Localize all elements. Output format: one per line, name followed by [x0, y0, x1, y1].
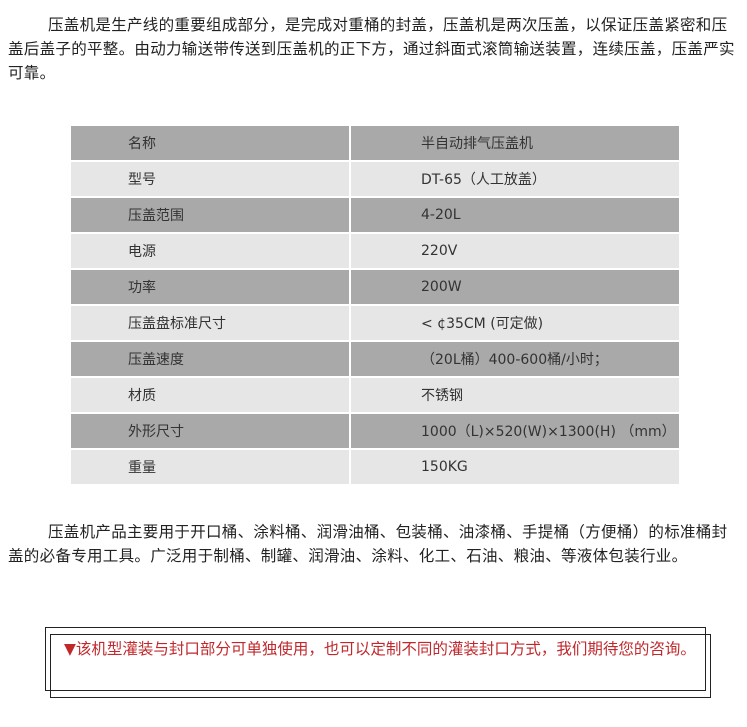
notice: ▼该机型灌装与封口部分可单独使用，也可以定制不同的灌装封口方式，我们期待您的咨询…	[64, 638, 696, 661]
usage-text: 压盖机产品主要用于开口桶、涂料桶、润滑油桶、包装桶、油漆桶、手提桶（方便桶）的标…	[8, 523, 728, 565]
spec-label: 功率	[71, 269, 351, 306]
notice-frame-outer	[45, 627, 706, 691]
spec-value: 1000（L)×520(W)×1300(H) （mm）	[349, 413, 679, 450]
spec-value: 半自动排气压盖机	[349, 126, 679, 162]
spec-row: 压盖范围 4-20L	[71, 197, 679, 234]
spec-value: 200W	[349, 269, 679, 306]
spec-row: 压盖速度 （20L桶）400-600桶/小时；	[71, 341, 679, 378]
spec-label: 电源	[71, 233, 351, 270]
intro-paragraph: 压盖机是生产线的重要组成部分，是完成对重桶的封盖，压盖机是两次压盖，以保证压盖紧…	[8, 13, 743, 85]
spec-row: 名称 半自动排气压盖机	[71, 126, 679, 162]
spec-value: （20L桶）400-600桶/小时；	[349, 341, 679, 378]
spec-label: 压盖速度	[71, 341, 351, 378]
spec-label: 外形尺寸	[71, 413, 351, 450]
spec-value: 不锈钢	[349, 377, 679, 414]
spec-row: 压盖盘标准尺寸 < ¢35CM (可定做)	[71, 305, 679, 342]
spec-value: 4-20L	[349, 197, 679, 234]
spec-row: 重量 150KG	[71, 449, 679, 486]
spec-label: 压盖范围	[71, 197, 351, 234]
triangle-down-icon: ▼	[64, 640, 76, 658]
spec-row: 型号 DT-65（人工放盖）	[71, 161, 679, 198]
spec-label: 型号	[71, 161, 351, 198]
spec-row: 电源 220V	[71, 233, 679, 270]
spec-row: 材质 不锈钢	[71, 377, 679, 414]
spec-value: 150KG	[349, 449, 679, 486]
spec-label: 材质	[71, 377, 351, 414]
usage-paragraph: 压盖机产品主要用于开口桶、涂料桶、润滑油桶、包装桶、油漆桶、手提桶（方便桶）的标…	[8, 520, 743, 568]
spec-label: 名称	[71, 126, 351, 162]
spec-table: 名称 半自动排气压盖机 型号 DT-65（人工放盖） 压盖范围 4-20L 电源 220V 功率…	[71, 126, 679, 486]
spec-label: 压盖盘标准尺寸	[71, 305, 351, 342]
spec-value: DT-65（人工放盖）	[349, 161, 679, 198]
spec-row: 外形尺寸 1000（L)×520(W)×1300(H) （mm）	[71, 413, 679, 450]
intro-text: 压盖机是生产线的重要组成部分，是完成对重桶的封盖，压盖机是两次压盖，以保证压盖紧…	[8, 16, 735, 82]
spec-label: 重量	[71, 449, 351, 486]
spec-value: < ¢35CM (可定做)	[349, 305, 679, 342]
spec-row: 功率 200W	[71, 269, 679, 306]
spec-value: 220V	[349, 233, 679, 270]
notice-text: 该机型灌装与封口部分可单独使用，也可以定制不同的灌装封口方式，我们期待您的咨询。	[75, 640, 696, 658]
notice-frame-inner	[50, 634, 711, 698]
